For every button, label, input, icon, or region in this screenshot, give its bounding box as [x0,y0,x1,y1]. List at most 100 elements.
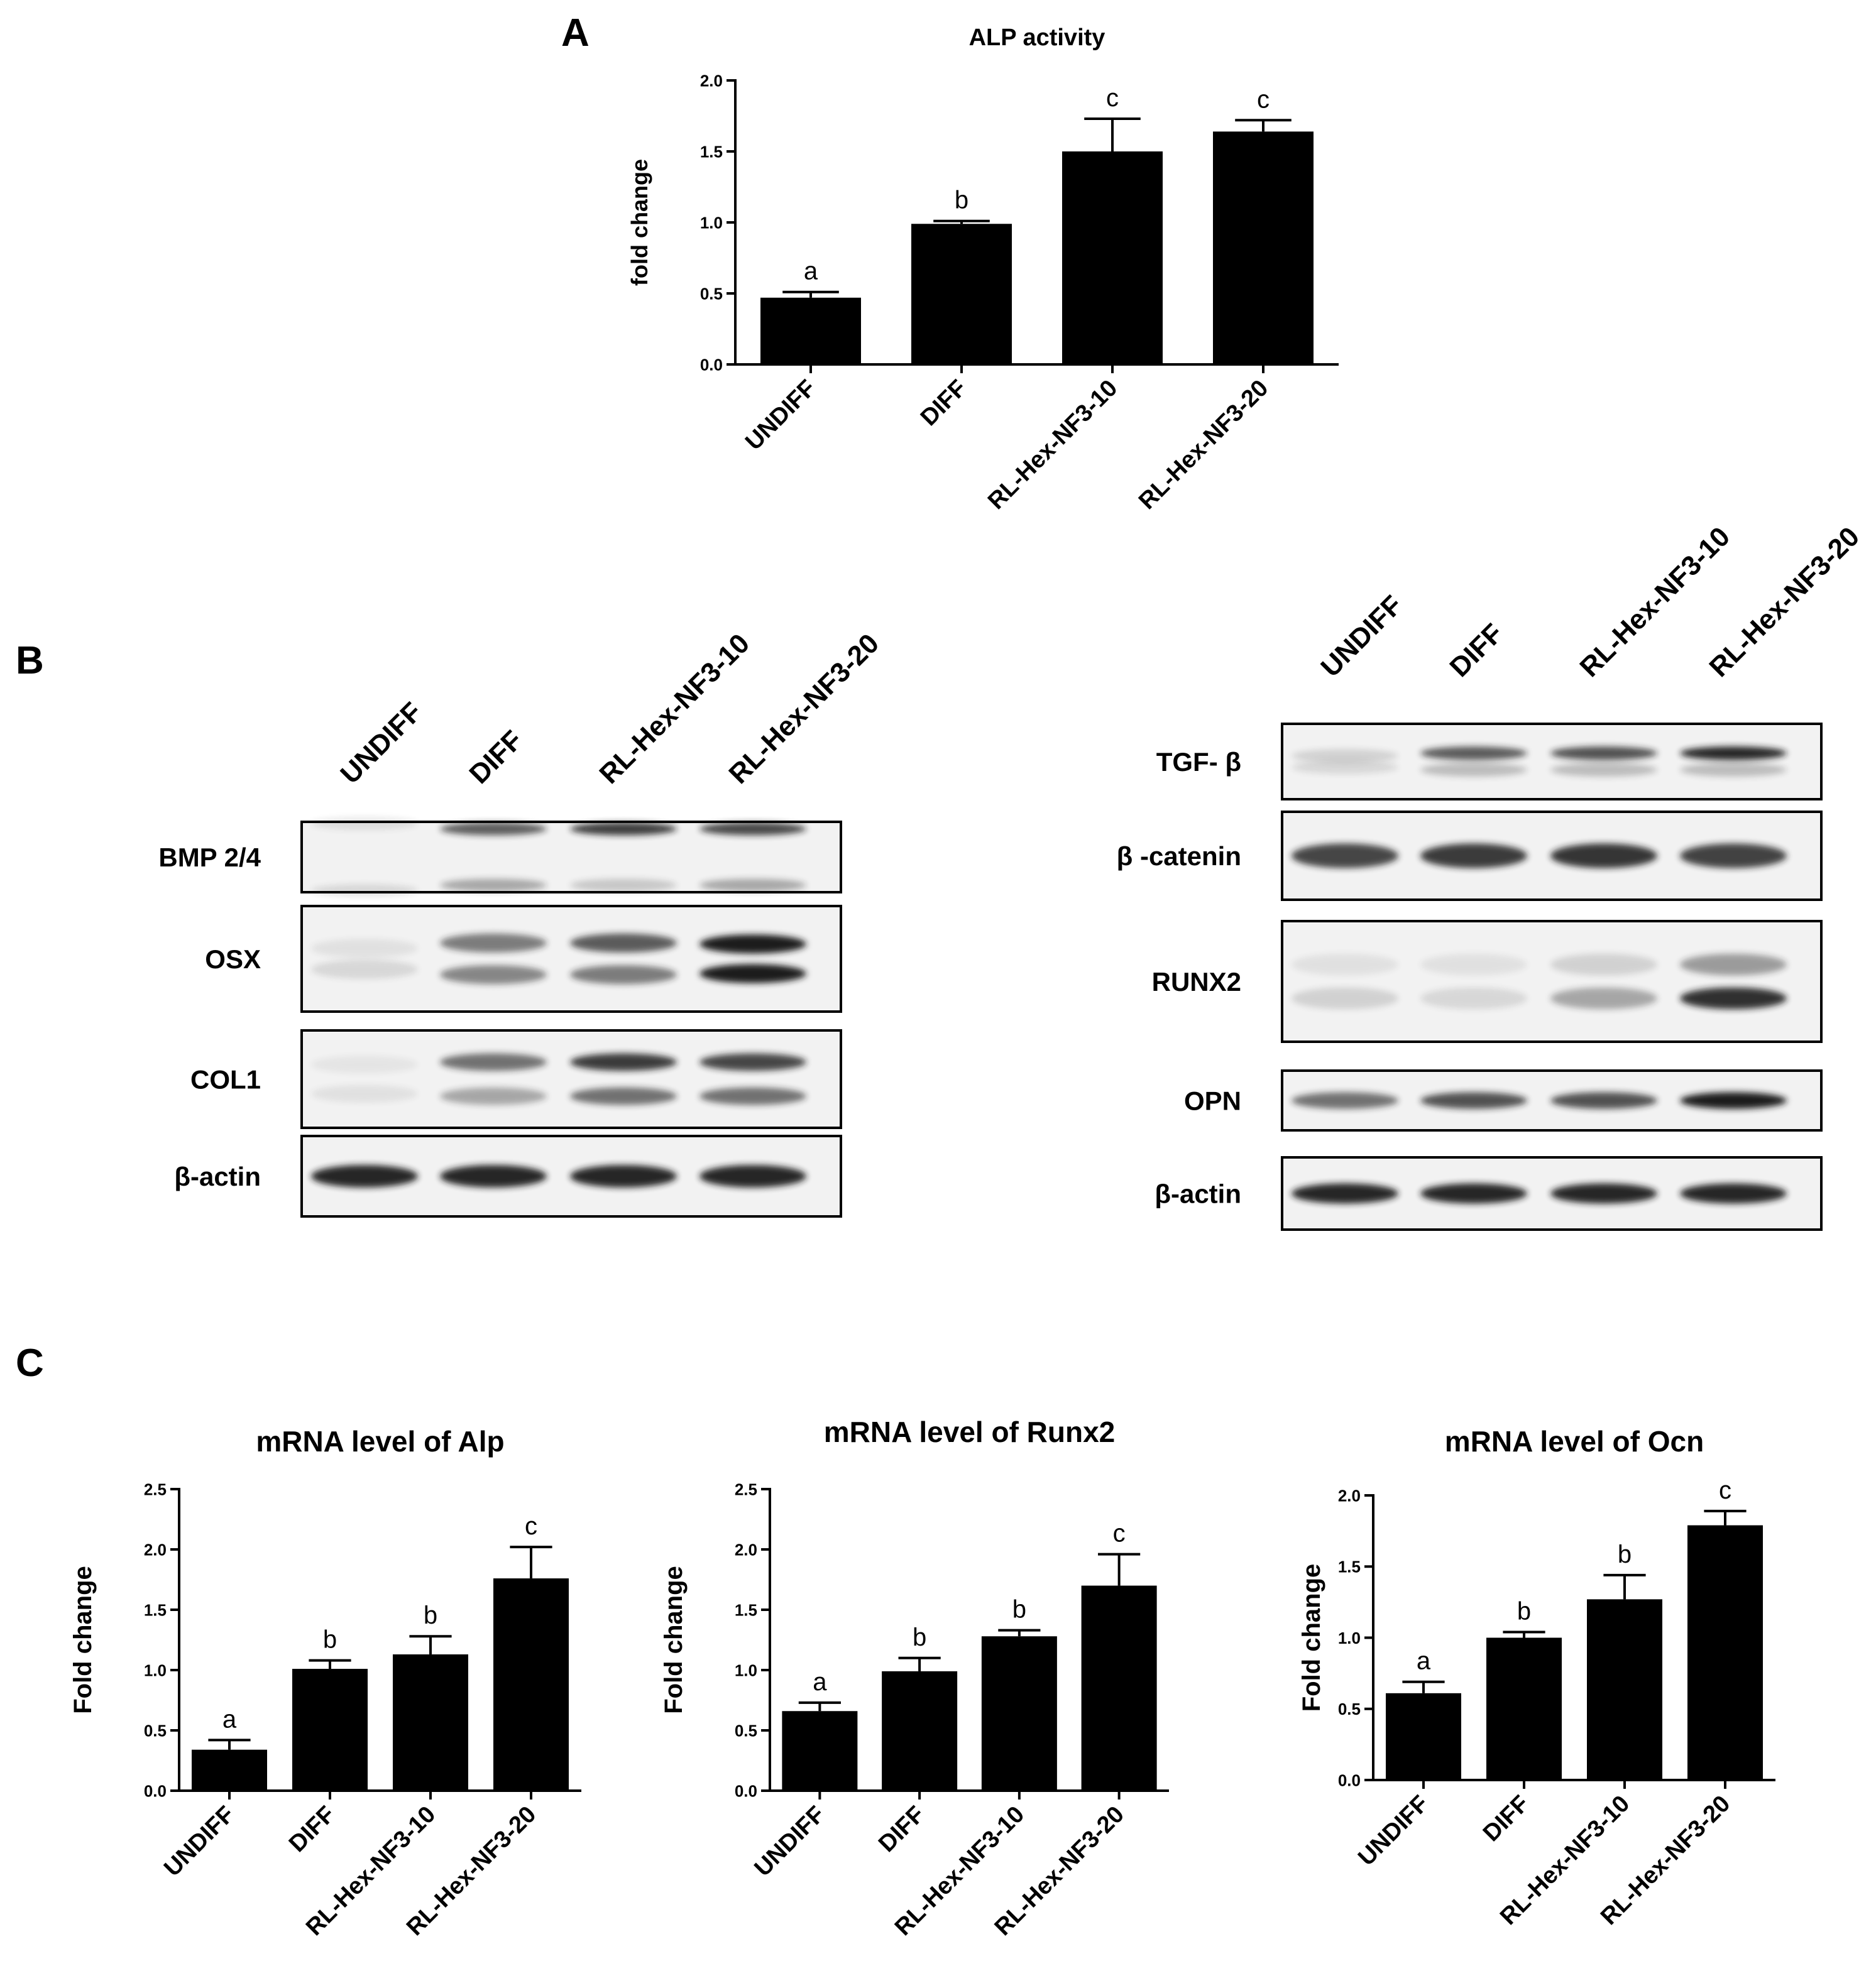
y-axis-label: Fold change [1298,1564,1325,1712]
blot-band [440,933,547,953]
y-tick-label: 1.0 [1338,1629,1361,1647]
blot-band [1292,760,1398,774]
lane-label: UNDIFF [1315,589,1408,683]
blot-band [1420,1183,1527,1204]
blot-band [1680,987,1787,1010]
y-tick-label: 0.5 [700,284,723,303]
blot-strip [1281,920,1823,1043]
blot-band [699,934,806,954]
significance-letter: a [222,1705,237,1733]
panel-letter-c: C [16,1341,44,1385]
bar [760,297,861,364]
blot-band [1420,843,1527,868]
y-tick-label: 0.5 [735,1721,757,1740]
significance-letter: c [1113,1520,1126,1548]
blot-band [570,878,677,892]
y-tick-label: 2.5 [735,1480,757,1499]
blot-band [1680,1183,1787,1204]
significance-letter: a [1417,1647,1431,1675]
lane-label: UNDIFF [334,696,428,790]
blot-strip [300,905,842,1013]
blot-band [570,965,677,985]
x-tick-label: DIFF [874,1801,930,1857]
y-tick-label: 1.5 [1338,1558,1361,1576]
blot-band [1420,953,1527,976]
blot-band [1292,1092,1398,1109]
blot-strip [300,1029,842,1129]
bar [1687,1525,1763,1780]
x-tick-label: RL-Hex-NF3-20 [1134,375,1273,515]
lane-label: DIFF [463,724,529,790]
y-tick-label: 0.5 [144,1721,167,1740]
significance-letter: c [525,1512,537,1540]
y-tick-label: 1.0 [144,1661,167,1679]
significance-letter: b [1012,1596,1026,1624]
blot-band [699,1165,806,1188]
x-tick-label: RL-Hex-NF3-10 [983,375,1122,515]
blot-band [570,822,677,836]
blot-band [1550,987,1657,1010]
blot-band [1292,749,1398,763]
blot-band [1420,1092,1527,1109]
blot-band [699,1087,806,1105]
blot-band [440,1165,547,1188]
y-tick-label: 0.0 [735,1781,757,1800]
significance-letter: b [1618,1541,1632,1568]
y-tick-label: 2.0 [700,71,723,90]
blot-row-label: β -catenin [1117,841,1241,871]
significance-letter: b [323,1626,337,1654]
western-blot-left: UNDIFF DIFF RL-Hex-NF3-10RL-Hex-NF3-20BMP … [158,628,885,1218]
blot-band [440,1053,547,1071]
significance-letter: b [424,1602,437,1629]
blot-row-label: OPN [1184,1086,1241,1116]
blot-band [440,878,547,892]
chart-title: mRNA level of Alp [256,1425,504,1458]
bar [292,1669,368,1791]
y-tick-label: 0.5 [1338,1700,1361,1718]
blot-band [570,933,677,953]
x-tick-label: DIFF [284,1801,340,1857]
chart-title: mRNA level of Ocn [1445,1425,1704,1458]
y-tick-label: 2.5 [144,1480,167,1499]
blot-band [311,1056,418,1074]
panel-letter-b: B [16,639,44,682]
significance-letter: c [1257,85,1270,113]
bar [393,1654,468,1791]
blot-band [440,1087,547,1105]
y-tick-label: 1.5 [735,1600,757,1619]
significance-letter: b [913,1624,926,1651]
significance-letter: a [813,1668,827,1696]
y-tick-label: 1.0 [735,1661,757,1679]
blot-row-label: β-actin [174,1162,261,1191]
y-tick-label: 2.0 [1338,1486,1361,1505]
blot-row-label: β-actin [1155,1179,1241,1209]
x-tick-label: UNDIFF [1353,1791,1434,1871]
blot-band [1680,746,1787,760]
blot-band [570,1087,677,1105]
blot-band [1550,953,1657,976]
chart-mrna-ocn: mRNA level of Ocn 0.0 0.5 1.0 1.5 2.0 Fold cha… [1298,1425,1775,1930]
y-tick-label: 1.5 [700,142,723,161]
x-tick-label: DIFF [916,375,972,431]
blot-band [1680,843,1787,868]
blot-band [311,1165,418,1188]
y-axis-label: Fold change [660,1566,688,1714]
blot-band [311,817,418,830]
blot-band [311,959,418,979]
blot-band [1550,1092,1657,1109]
blot-band [440,965,547,985]
blot-band [1550,746,1657,760]
y-tick-label: 0.0 [144,1781,167,1800]
y-tick-label: 0.0 [1338,1771,1361,1789]
bar [981,1636,1057,1791]
x-tick-label: UNDIFF [740,375,821,456]
blot-band [1680,1092,1787,1109]
bar [1486,1637,1562,1780]
bar [1386,1693,1461,1780]
blot-band [1292,953,1398,976]
significance-letter: b [1517,1597,1531,1625]
y-axis-label: Fold change [69,1566,97,1714]
blot-band [699,1053,806,1071]
y-tick-label: 1.0 [700,213,723,232]
blot-row-label: BMP 2/4 [158,843,261,872]
